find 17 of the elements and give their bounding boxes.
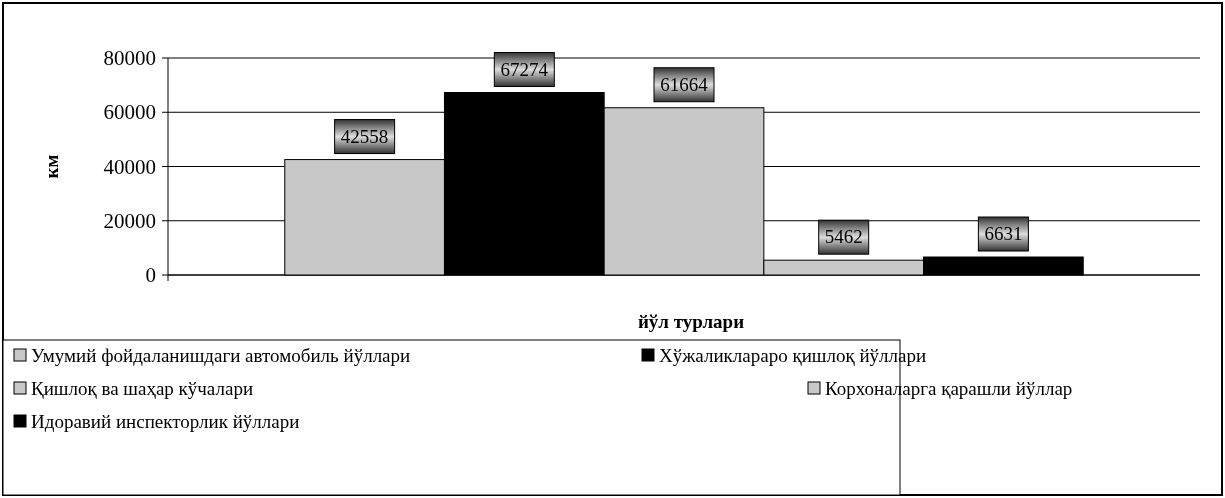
data-label: 6631: [984, 223, 1023, 245]
data-label: 42558: [340, 125, 389, 147]
y-tick-label: 0: [145, 263, 156, 287]
legend-label: Хўжаликлараро қишлоқ йўллари: [659, 345, 927, 366]
y-axis-title: км: [41, 154, 62, 179]
x-axis-title: йўл турлари: [637, 311, 745, 332]
data-label: 5462: [824, 226, 863, 248]
y-tick-label: 20000: [103, 208, 156, 233]
legend-label: Қишлоқ ва шаҳар кўчалари: [31, 378, 254, 399]
y-tick-label: 60000: [103, 100, 156, 125]
legend-label: Идоравий инспекторлик йўллари: [31, 411, 300, 432]
legend-label: Корхоналарга қарашли йўллар: [825, 378, 1073, 399]
y-tick-label: 40000: [103, 154, 156, 179]
data-label: 61664: [660, 73, 709, 95]
legend-label: Умумий фойдаланишдаги автомобиль йўллари: [31, 345, 411, 366]
y-tick-label: 80000: [103, 46, 156, 70]
data-label: 67274: [500, 58, 549, 80]
